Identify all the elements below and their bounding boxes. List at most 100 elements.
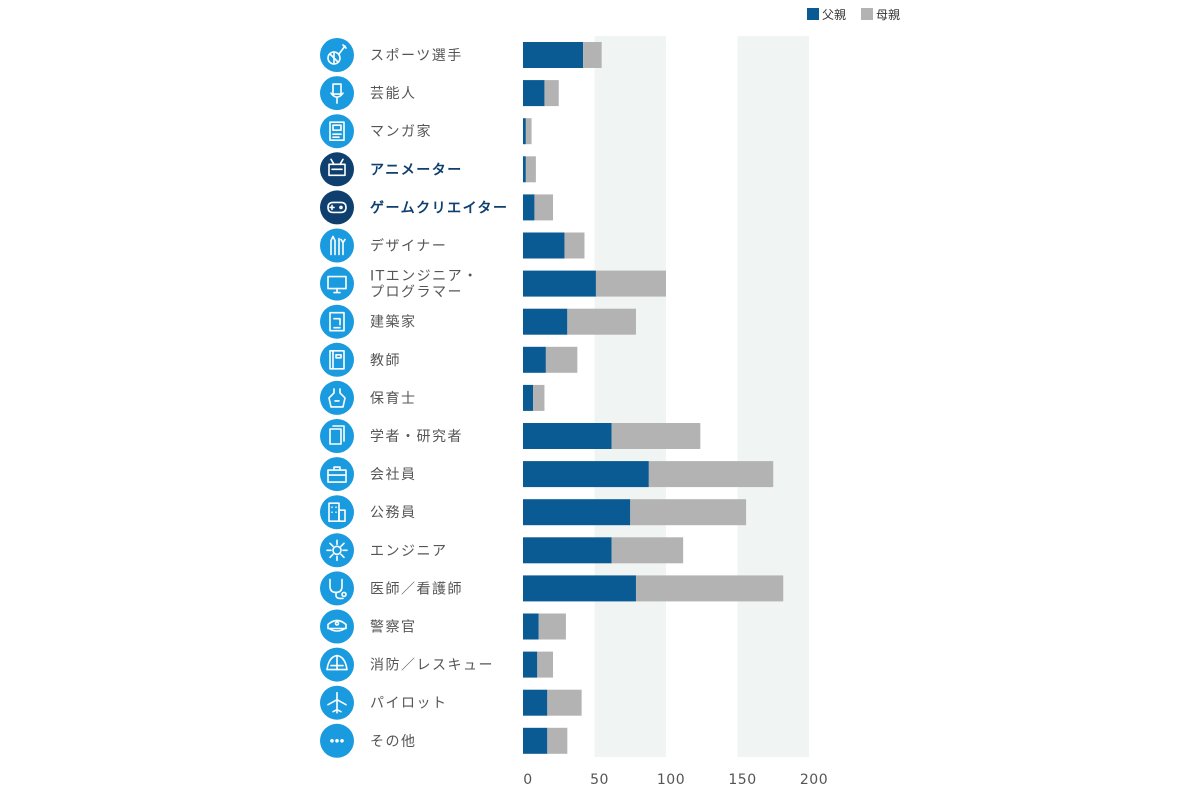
bar-father [523,423,612,449]
legend-label: 父親 [822,8,846,22]
pens-icon [320,228,354,263]
x-tick-label: 200 [800,772,828,788]
bar-mother [583,42,602,68]
category-label: その他 [370,734,417,750]
x-tick-label: 0 [523,772,532,788]
x-tick-label: 50 [590,772,609,788]
blueprint-icon [320,304,354,339]
chart-row: エンジニア [320,533,684,568]
category-label: 会社員 [370,467,417,483]
bar-father [523,270,596,297]
legend-swatch [861,8,873,20]
bar-mother [534,194,554,221]
sports-icon [320,38,354,72]
category-label: スポーツ選手 [370,48,463,64]
bar-mother [635,575,784,602]
chart-row: マンガ家 [320,114,532,149]
more-dots-icon [320,723,354,758]
bar-father [523,118,526,145]
chart-row: 会社員 [320,457,774,492]
bar-father [523,613,539,640]
bar-mother [533,384,545,411]
bar-mother [564,232,585,259]
bar-mother [525,118,532,145]
chart-row: その他 [320,723,568,758]
category-label: マンガ家 [370,123,432,140]
chart-row: 芸能人 [320,76,559,111]
category-label: 消防／レスキュー [370,658,494,674]
bar-mother [630,499,747,526]
papers-icon [320,419,354,453]
bar-father [523,384,534,411]
category-label: 芸能人 [370,86,417,102]
manga-icon [320,114,354,149]
chart-row: 警察官 [320,609,566,644]
legend-swatch [807,8,819,20]
bar-father [523,461,649,488]
bar-mother [595,270,666,297]
bar-father [523,651,538,678]
bar-father [523,499,631,526]
microphone-icon [320,76,354,111]
legend-label: 母親 [876,8,900,22]
x-tick-label: 150 [728,772,756,788]
gear-icon [320,533,354,568]
bar-father [523,232,565,259]
chart-row: デザイナー [320,228,585,263]
category-label: 公務員 [370,505,417,521]
bar-father [523,194,535,221]
bar-mother [611,537,684,564]
bar-mother [545,346,578,373]
legend-item: 父親 [807,8,846,22]
airplane-icon [320,685,354,720]
chart-row: 学者・研究者 [320,419,701,453]
animation-tablet-icon [320,152,354,187]
building-icon [320,495,354,530]
chart-row: スポーツ選手 [320,38,602,72]
bar-mother [611,423,701,449]
book-icon [320,342,354,377]
chart-row: 公務員 [320,495,747,530]
chart-row: ITエンジニア・プログラマー [320,266,666,301]
bar-father [523,575,636,602]
bar-father [523,537,612,564]
bar-father [523,80,545,107]
grid-band [594,36,666,757]
bar-mother [544,80,559,107]
chart-row: 保育士 [320,380,545,415]
grid-band [737,36,809,757]
category-label: 学者・研究者 [370,429,463,445]
bar-father [523,308,568,335]
chart-row: 建築家 [320,304,636,339]
bar-mother [525,156,536,183]
bar-mother [547,727,568,754]
bar-mother [547,689,582,716]
apron-icon [320,380,354,415]
category-label: エンジニア [370,543,448,559]
bar-father [523,346,546,373]
bar-father [523,727,548,754]
category-label: 建築家 [370,314,417,331]
category-label: 教師 [370,353,401,369]
bar-mother [537,651,554,678]
category-label: デザイナー [370,238,447,255]
category-label: 医師／看護師 [370,581,463,597]
category-label: アニメーター [370,162,463,178]
briefcase-icon [320,457,354,492]
gamepad-icon [320,190,354,225]
chart-row: 消防／レスキュー [320,647,554,682]
category-label: ゲームクリエイター [370,199,509,216]
chart-row: 教師 [320,342,578,377]
firefighter-helmet-icon [320,647,354,682]
category-label: 保育士 [370,391,417,407]
category-label: ITエンジニア・プログラマー [370,269,479,301]
bar-mother [538,613,566,640]
x-tick-label: 100 [657,772,685,788]
chart-row: 医師／看護師 [320,571,784,606]
police-cap-icon [320,609,354,644]
chart-row: ゲームクリエイター [320,190,554,225]
bar-father [523,689,548,716]
bar-mother [648,461,774,488]
monitor-icon [320,266,354,301]
